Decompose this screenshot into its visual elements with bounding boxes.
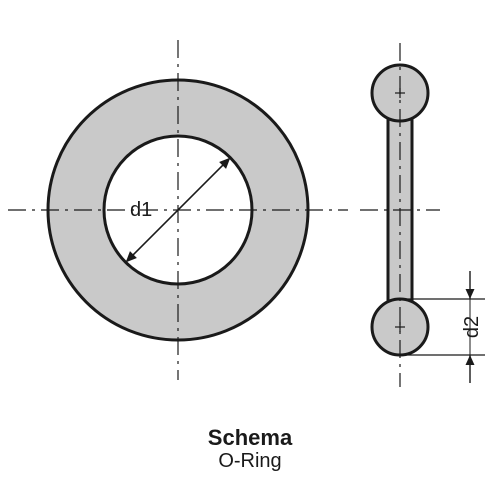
caption-title: Schema	[0, 426, 500, 450]
side-view: d2	[360, 43, 485, 387]
diagram-canvas: d1 d2 Schema O-Ring	[0, 0, 500, 500]
front-view: d1	[8, 40, 348, 380]
d2-label: d2	[461, 316, 483, 338]
caption-block: Schema O-Ring	[0, 426, 500, 472]
caption-subtitle: O-Ring	[0, 450, 500, 472]
d1-label: d1	[130, 199, 152, 221]
